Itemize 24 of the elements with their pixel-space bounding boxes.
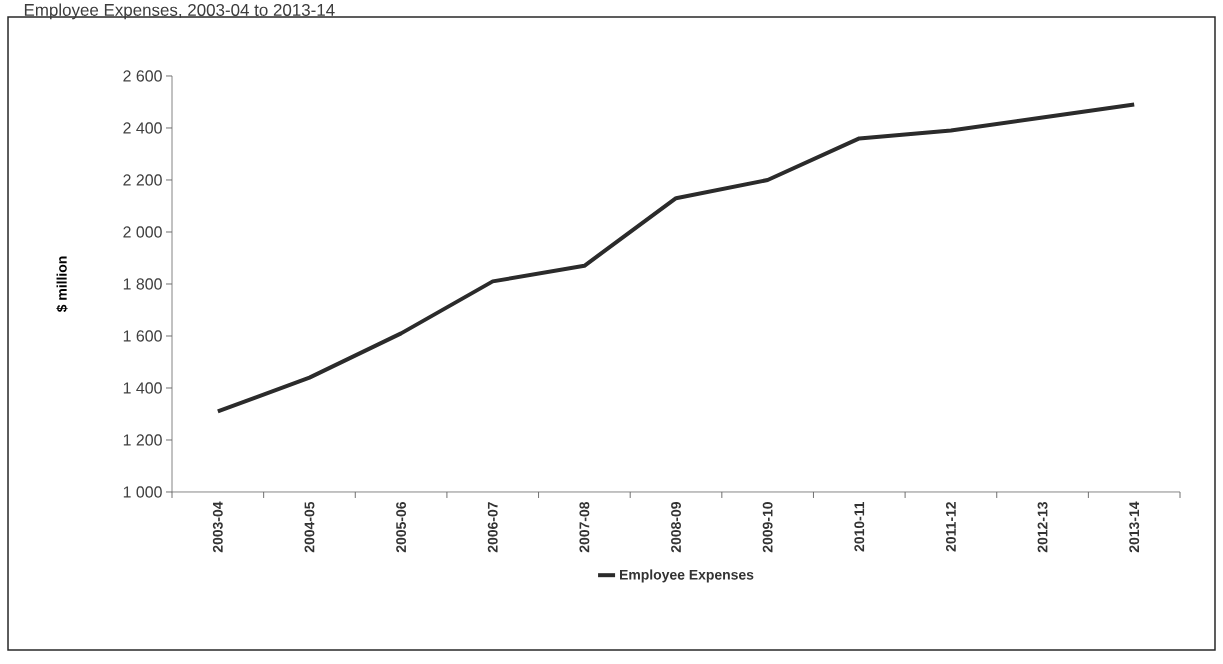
y-tick-label: 2 000 [123,226,162,238]
x-tick-label: 2008-09 [671,502,681,553]
x-tick-label: 2006-07 [487,502,498,553]
x-tick-label: 2005-06 [396,502,407,553]
y-tick-label: 2 400 [123,122,162,134]
x-tick-label: 2007-08 [579,501,590,553]
x-tick-label: 2010-11 [854,501,865,552]
x-tick-label: 2003-04 [212,501,223,553]
x-tick-label: 2013-14 [1129,501,1140,553]
y-tick-label: 2 600 [123,70,162,82]
y-tick-label: 1 000 [123,486,162,498]
x-tick-label: 2009-10 [762,502,773,553]
x-tick-label: 2011-12 [945,502,956,552]
y-tick-label: 1 400 [123,382,162,394]
y-axis-title: $ million [56,256,68,313]
y-tick-label: 1 800 [123,278,162,290]
y-tick-label: 1 200 [123,434,162,446]
y-tick-label: 1 600 [123,330,162,342]
x-tick-label: 2012-13 [1037,502,1048,553]
legend-label: Employee Expenses [620,569,754,583]
y-tick-label: 2 200 [123,174,162,186]
line-series [215,102,1137,414]
chart-title: Employee Expenses, 2003-04 to 2013-14 [24,3,335,20]
x-tick-label: 2004-05 [304,501,315,553]
